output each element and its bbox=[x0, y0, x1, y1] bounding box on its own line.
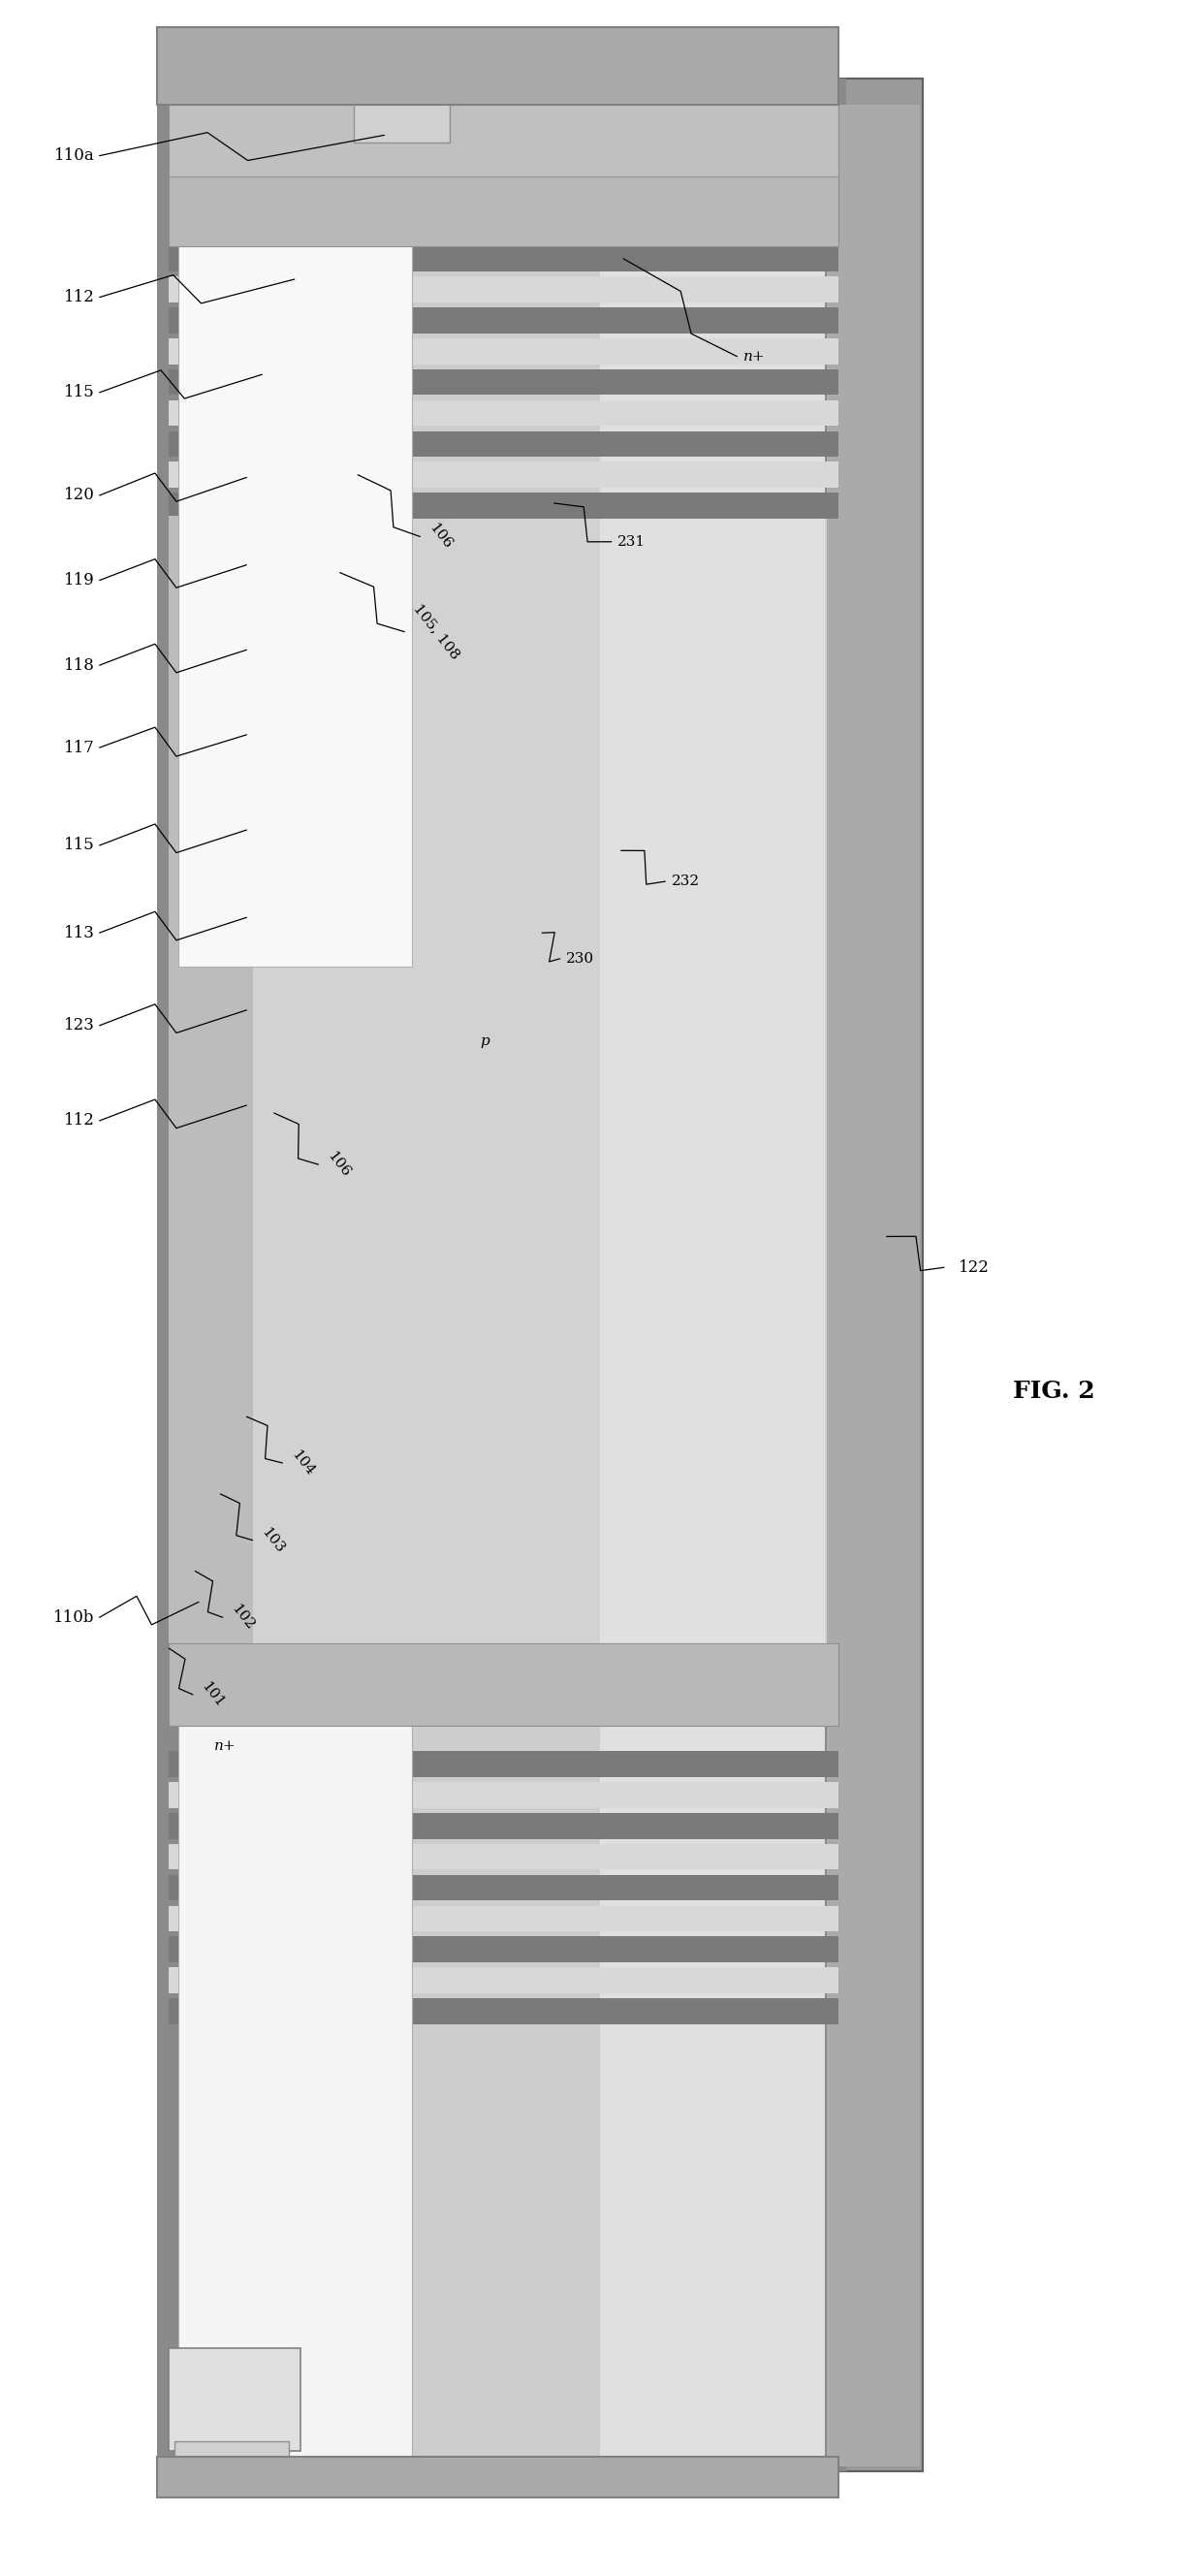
Bar bbox=[169, 1814, 839, 1839]
Bar bbox=[169, 515, 253, 1649]
Bar bbox=[169, 1643, 839, 1726]
Text: FIG. 2: FIG. 2 bbox=[1013, 1378, 1095, 1401]
Text: 115: 115 bbox=[64, 384, 95, 402]
Bar bbox=[169, 492, 839, 518]
Bar bbox=[169, 1906, 839, 1932]
Bar bbox=[169, 77, 839, 2473]
Bar bbox=[169, 461, 839, 487]
Bar bbox=[827, 103, 920, 2468]
Bar bbox=[169, 1875, 839, 1901]
Bar bbox=[354, 95, 450, 142]
Text: 113: 113 bbox=[64, 925, 95, 940]
Bar bbox=[157, 77, 179, 2473]
Text: 110b: 110b bbox=[54, 1610, 95, 1625]
Text: p: p bbox=[480, 1033, 489, 1048]
Text: 103: 103 bbox=[259, 1525, 287, 1556]
Bar bbox=[169, 1968, 839, 1994]
Text: 123: 123 bbox=[64, 1018, 95, 1033]
Bar bbox=[169, 276, 839, 301]
Bar bbox=[175, 2442, 289, 2473]
Bar bbox=[348, 41, 456, 103]
Bar bbox=[169, 1752, 839, 1777]
Bar bbox=[169, 173, 839, 245]
Text: 231: 231 bbox=[617, 536, 646, 549]
Bar bbox=[169, 430, 839, 456]
Bar bbox=[169, 337, 839, 363]
Bar bbox=[169, 1937, 839, 1963]
Text: 118: 118 bbox=[64, 657, 95, 672]
Text: 230: 230 bbox=[566, 951, 595, 966]
Text: 102: 102 bbox=[229, 1602, 257, 1633]
Bar bbox=[825, 77, 846, 2473]
Text: n+: n+ bbox=[743, 350, 765, 363]
Bar bbox=[169, 103, 839, 175]
Bar bbox=[157, 2458, 839, 2499]
Bar bbox=[169, 2349, 301, 2452]
Text: 101: 101 bbox=[199, 1680, 227, 1710]
Text: 232: 232 bbox=[671, 876, 699, 889]
Text: 110a: 110a bbox=[54, 147, 95, 165]
Bar bbox=[169, 515, 839, 1649]
Bar bbox=[179, 1726, 411, 2473]
Text: 117: 117 bbox=[64, 739, 95, 755]
Text: 105, 108: 105, 108 bbox=[410, 603, 462, 662]
Bar bbox=[600, 103, 825, 2468]
Bar bbox=[169, 1783, 839, 1808]
Bar bbox=[827, 77, 922, 2473]
Text: 104: 104 bbox=[289, 1448, 317, 1479]
Text: 106: 106 bbox=[426, 520, 454, 551]
Text: 106: 106 bbox=[325, 1149, 353, 1180]
Text: 119: 119 bbox=[64, 572, 95, 587]
Text: n+: n+ bbox=[215, 1739, 236, 1752]
Bar bbox=[179, 173, 411, 966]
Bar bbox=[169, 1999, 839, 2025]
Bar bbox=[169, 1844, 839, 1870]
Bar bbox=[169, 307, 839, 332]
Bar bbox=[169, 368, 839, 394]
Text: 122: 122 bbox=[958, 1260, 989, 1275]
Bar bbox=[157, 28, 839, 103]
Text: 120: 120 bbox=[64, 487, 95, 505]
Bar bbox=[169, 245, 839, 270]
Text: 112: 112 bbox=[64, 289, 95, 307]
Bar bbox=[169, 399, 839, 425]
Text: 112: 112 bbox=[64, 1113, 95, 1128]
Text: 115: 115 bbox=[64, 837, 95, 853]
